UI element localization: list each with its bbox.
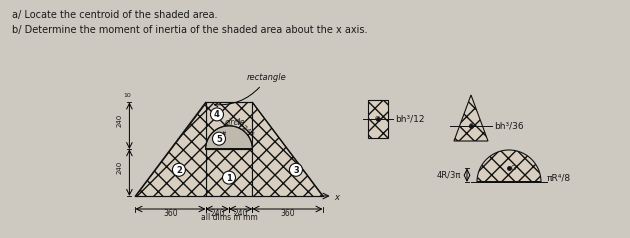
Circle shape: [289, 163, 302, 176]
Text: all dims in mm: all dims in mm: [200, 213, 258, 222]
Text: G: G: [374, 116, 380, 122]
Text: 240: 240: [117, 160, 122, 174]
Text: a/ Locate the centroid of the shaded area.: a/ Locate the centroid of the shaded are…: [12, 10, 217, 20]
Circle shape: [173, 163, 185, 176]
Circle shape: [210, 108, 224, 121]
Text: 4: 4: [214, 110, 220, 119]
Text: bh³/12: bh³/12: [395, 114, 425, 124]
Text: 3: 3: [293, 166, 299, 175]
Text: b/ Determine the moment of inertia of the shaded area about the x axis.: b/ Determine the moment of inertia of th…: [12, 25, 367, 35]
Circle shape: [222, 171, 236, 184]
Text: G: G: [511, 165, 517, 171]
Polygon shape: [454, 95, 488, 141]
Text: R=240: R=240: [233, 118, 255, 138]
Polygon shape: [477, 150, 541, 182]
Polygon shape: [205, 149, 253, 196]
Text: 240: 240: [210, 209, 224, 218]
Circle shape: [212, 132, 226, 145]
Text: 360: 360: [280, 209, 295, 218]
Text: rectangle: rectangle: [214, 73, 287, 107]
Polygon shape: [205, 126, 253, 149]
Text: 10: 10: [123, 93, 131, 98]
Polygon shape: [135, 102, 205, 196]
Text: 360: 360: [163, 209, 178, 218]
Polygon shape: [253, 102, 323, 196]
Text: 4R/3π: 4R/3π: [437, 171, 461, 180]
Text: 2: 2: [176, 166, 182, 175]
Text: 1: 1: [226, 174, 232, 183]
Text: bh³/36: bh³/36: [494, 121, 524, 130]
Text: 240: 240: [234, 209, 248, 218]
Polygon shape: [368, 100, 388, 138]
Text: πR⁴/8: πR⁴/8: [547, 174, 571, 183]
Text: 5: 5: [216, 135, 222, 144]
Text: circle: circle: [222, 118, 246, 135]
Text: G: G: [468, 123, 474, 129]
Text: x: x: [335, 193, 340, 203]
Text: 240: 240: [117, 114, 122, 127]
Polygon shape: [205, 102, 253, 149]
